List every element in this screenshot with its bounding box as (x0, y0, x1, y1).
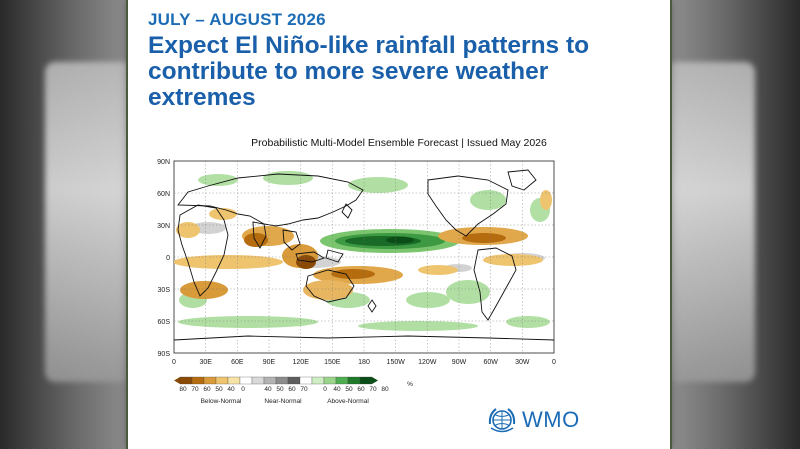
lon-label: 0 (172, 359, 176, 366)
colorbar-arrow-right (372, 377, 378, 384)
lon-label: 30W (515, 359, 530, 366)
lon-label: 60W (483, 359, 498, 366)
lat-label: 90S (158, 351, 171, 358)
lat-label: 30N (157, 223, 170, 230)
lat-label: 60N (157, 191, 170, 198)
legend-tick: 80 (381, 386, 389, 393)
legend-tick: 50 (276, 386, 284, 393)
legend-tick: 40 (333, 386, 341, 393)
latitude-labels: 90N 60N 30N 0 30S 60S 90S (157, 159, 170, 358)
legend-tick-labels: 80 70 60 50 40 0 40 50 60 70 0 40 50 60 … (179, 381, 413, 393)
legend-tick: 0 (323, 386, 327, 393)
legend-tick: 80 (179, 386, 187, 393)
longitude-labels: 0 30E 60E 90E 120E 150E 180 150W 120W 90… (172, 359, 556, 366)
colorbar-swatch (251, 376, 265, 385)
legend-tick: 40 (227, 386, 235, 393)
slide: JULY – AUGUST 2026 Expect El Niño-like r… (128, 0, 670, 449)
legend-tick: 50 (345, 386, 353, 393)
lon-label: 90E (263, 359, 276, 366)
legend-group-near: Near-Normal (264, 398, 302, 405)
legend-group-below: Below-Normal (201, 398, 242, 405)
lat-label: 0 (166, 255, 170, 262)
legend-unit: % (407, 381, 413, 388)
above-normal-strong (320, 229, 460, 253)
colorbar-swatch (227, 376, 241, 385)
lon-label: 180 (358, 359, 370, 366)
legend-colorbar (174, 376, 378, 385)
below-normal-areas (174, 190, 552, 300)
colorbar-swatch (239, 376, 253, 385)
colorbar-swatch (335, 376, 349, 385)
lat-label: 30S (158, 287, 171, 294)
legend-group-labels: Below-Normal Near-Normal Above-Normal (201, 398, 370, 405)
lon-label: 150E (324, 359, 341, 366)
colorbar-swatch (347, 376, 361, 385)
lat-label: 90N (157, 159, 170, 166)
legend-tick: 60 (288, 386, 296, 393)
colorbar-swatch (203, 376, 217, 385)
lat-label: 60S (158, 319, 171, 326)
forecast-map: 90N 60N 30N 0 30S 60S 90S 0 30E 60E 90E … (157, 159, 556, 405)
wmo-emblem-icon (488, 408, 516, 433)
colorbar-arrow-left (174, 377, 180, 384)
headline: Expect El Niño-like rainfall patterns to… (148, 32, 590, 111)
date-kicker: JULY – AUGUST 2026 (148, 10, 326, 29)
coastlines (174, 169, 554, 341)
colorbar-swatch (311, 376, 325, 385)
colorbar-swatch (287, 376, 301, 385)
map-title: Probabilistic Multi-Model Ensemble Forec… (251, 137, 547, 149)
background-blur-right (665, 62, 755, 382)
legend-tick: 50 (215, 386, 223, 393)
legend-tick: 40 (264, 386, 272, 393)
legend-tick: 70 (300, 386, 308, 393)
lon-label: 60E (231, 359, 244, 366)
legend-tick: 60 (357, 386, 365, 393)
colorbar-swatch (323, 376, 337, 385)
probability-field (174, 161, 554, 353)
wmo-wordmark: WMO (522, 407, 580, 432)
legend-tick: 70 (191, 386, 199, 393)
colorbar-swatch (359, 376, 373, 385)
colorbar-swatch (179, 376, 193, 385)
wmo-logo: WMO (486, 404, 580, 436)
colorbar-swatch (275, 376, 289, 385)
background-blur-left (45, 62, 135, 382)
lon-label: 90W (452, 359, 467, 366)
legend-tick: 0 (241, 386, 245, 393)
colorbar-swatch (215, 376, 229, 385)
colorbar-swatch (299, 376, 313, 385)
lon-label: 150W (387, 359, 406, 366)
lon-label: 120E (293, 359, 310, 366)
legend-tick: 60 (203, 386, 211, 393)
colorbar-swatch (191, 376, 205, 385)
lon-label: 0 (552, 359, 556, 366)
graticule (174, 161, 554, 353)
colorbar-swatch (263, 376, 277, 385)
legend-group-above: Above-Normal (327, 398, 369, 405)
legend-tick: 70 (369, 386, 377, 393)
lon-label: 120W (418, 359, 437, 366)
lon-label: 30E (199, 359, 212, 366)
